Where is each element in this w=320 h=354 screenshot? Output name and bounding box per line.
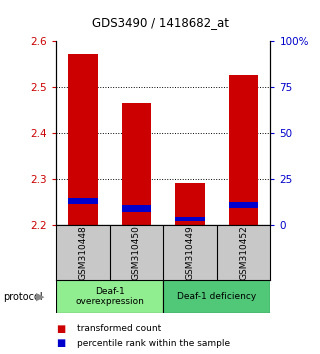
Text: Deaf-1
overexpression: Deaf-1 overexpression: [75, 287, 144, 306]
Text: transformed count: transformed count: [77, 324, 161, 333]
Text: GSM310452: GSM310452: [239, 225, 248, 280]
Bar: [68, 53, 98, 225]
Bar: [175, 183, 205, 225]
Bar: [175, 217, 205, 221]
Bar: [122, 205, 151, 212]
Bar: [163, 280, 270, 313]
Text: GSM310449: GSM310449: [186, 225, 195, 280]
Text: ■: ■: [56, 338, 65, 348]
Text: ▶: ▶: [36, 292, 44, 302]
Bar: [122, 103, 151, 225]
Bar: [56, 280, 163, 313]
Bar: [229, 202, 258, 208]
Text: GSM310448: GSM310448: [78, 225, 87, 280]
Text: protocol: protocol: [3, 292, 43, 302]
Text: percentile rank within the sample: percentile rank within the sample: [77, 339, 230, 348]
Text: GDS3490 / 1418682_at: GDS3490 / 1418682_at: [92, 17, 228, 29]
Text: ■: ■: [56, 324, 65, 333]
Text: GSM310450: GSM310450: [132, 225, 141, 280]
Text: Deaf-1 deficiency: Deaf-1 deficiency: [177, 292, 256, 301]
Bar: [229, 75, 258, 225]
Bar: [68, 198, 98, 204]
